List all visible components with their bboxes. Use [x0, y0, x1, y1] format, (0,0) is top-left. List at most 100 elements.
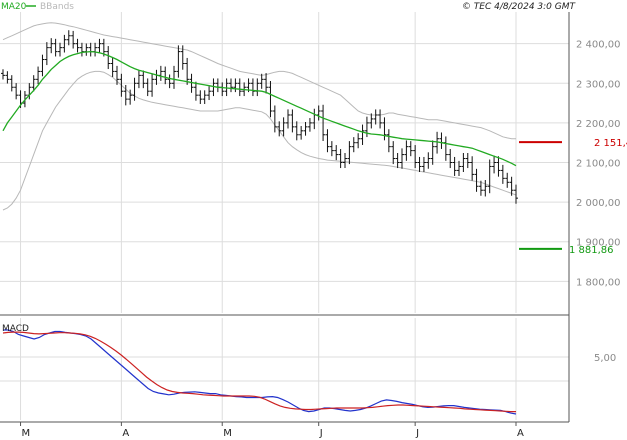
ohlc-bar	[180, 45, 185, 70]
macd-lines	[2, 329, 517, 415]
ohlc-bar	[53, 38, 58, 57]
ohlc-bar	[382, 117, 387, 141]
ohlc-bar	[492, 155, 497, 174]
ohlc-bar	[207, 86, 212, 101]
ohlc-bar	[474, 168, 479, 192]
price-tick-label: 1 800,00	[576, 277, 621, 288]
ohlc-bar	[198, 90, 203, 104]
ohlc-bar	[299, 125, 304, 140]
resistance-label: 2 151,4	[594, 138, 627, 149]
ohlc-bar	[250, 78, 255, 97]
ohlc-bar	[172, 65, 176, 89]
ohlc-bar	[167, 74, 172, 89]
ohlc-bar	[128, 89, 133, 105]
ohlc-bar	[277, 121, 282, 137]
macd-title: MACD	[2, 324, 29, 334]
candles-group	[1, 30, 518, 204]
ohlc-bar	[259, 73, 264, 89]
macd-signal-line	[2, 331, 516, 413]
ohlc-bar	[478, 180, 483, 196]
ohlc-bar	[97, 38, 102, 53]
x-tick-label: A	[517, 428, 524, 439]
ohlc-bar	[496, 156, 501, 177]
levels-group: 2 151,4 1 881,86	[519, 138, 627, 256]
ohlc-bar	[189, 73, 194, 93]
price-tick-label: 2 100,00	[576, 159, 621, 170]
ohlc-bar	[461, 152, 466, 173]
ohlc-bar	[132, 77, 137, 101]
x-tick-label: M	[22, 428, 31, 439]
ohlc-bar	[145, 78, 150, 97]
ohlc-bar	[391, 141, 396, 165]
ohlc-bar	[373, 109, 378, 125]
ohlc-bar	[351, 137, 356, 153]
ohlc-bar	[202, 90, 207, 104]
ohlc-bar	[426, 152, 431, 169]
bbands-upper	[2, 22, 516, 140]
ohlc-bar	[435, 131, 440, 154]
ohlc-bar	[500, 164, 505, 184]
ohlc-bar	[5, 71, 10, 84]
ohlc-bar	[9, 75, 14, 92]
ohlc-bar	[356, 133, 361, 149]
price-tick-label: 1 900,00	[576, 238, 621, 249]
x-tick-label: A	[122, 428, 129, 439]
ohlc-bar	[233, 78, 238, 93]
support-label-bg	[567, 242, 623, 255]
copyright-text: © TEC 4/8/2024 3:0 GMT	[462, 2, 577, 12]
ohlc-bar	[281, 117, 286, 137]
price-tick-label: 2 400,00	[576, 40, 621, 51]
ohlc-bar	[421, 156, 426, 173]
ohlc-bar	[343, 152, 347, 169]
ohlc-bar	[58, 42, 62, 57]
ohlc-bar	[71, 30, 76, 49]
ohlc-bar	[369, 113, 374, 129]
ohlc-bar	[66, 30, 71, 46]
x-tick-label: J	[319, 428, 323, 439]
price-tick-label: 2 300,00	[576, 79, 621, 90]
ohlc-bar	[413, 145, 418, 169]
ohlc-bar	[465, 152, 470, 169]
ohlc-bar	[404, 140, 409, 161]
ohlc-bar	[75, 38, 80, 53]
ohlc-bar	[237, 78, 242, 97]
ohlc-bar	[294, 121, 299, 141]
ohlc-bar	[14, 83, 19, 100]
ohlc-bar	[338, 149, 343, 169]
ohlc-bar	[307, 118, 312, 132]
price-tick-label: 2 000,00	[576, 198, 621, 209]
ohlc-bar	[470, 156, 475, 181]
support-label: 1 881,86	[569, 245, 614, 256]
bbands-lower	[2, 70, 517, 211]
ohlc-bar	[321, 104, 326, 142]
ohlc-bar	[136, 70, 141, 89]
ohlc-bar	[176, 45, 181, 78]
ohlc-bar	[31, 75, 36, 92]
ohlc-bar	[487, 159, 492, 194]
bbands-group	[2, 22, 517, 211]
ohlc-bar	[395, 152, 400, 169]
legend-bbands-label: BBands	[40, 2, 74, 12]
ohlc-bar	[268, 81, 273, 118]
price-tick-label: 2 200,00	[576, 119, 621, 130]
ohlc-bar	[448, 149, 453, 169]
ohlc-bar	[386, 129, 391, 153]
ohlc-bar	[329, 141, 334, 157]
ohlc-bar	[163, 66, 168, 85]
x-tick-label: M	[223, 428, 232, 439]
ohlc-bar	[334, 145, 339, 161]
ohlc-bar	[400, 148, 404, 169]
price-axis: 1 800,00 1 900,00 2 000,00 2 100,00 2 200,00…	[576, 40, 621, 289]
ohlc-bar	[36, 66, 41, 85]
ohlc-bar	[229, 78, 233, 93]
ma20-group	[2, 50, 517, 167]
legend-ma20-label: MA20	[1, 2, 27, 12]
ohlc-bar	[378, 109, 383, 129]
ma20-line	[2, 50, 517, 167]
ohlc-bar	[106, 46, 111, 70]
ohlc-bar	[325, 129, 330, 153]
ohlc-bar	[272, 105, 277, 133]
ohlc-bar	[483, 180, 488, 197]
